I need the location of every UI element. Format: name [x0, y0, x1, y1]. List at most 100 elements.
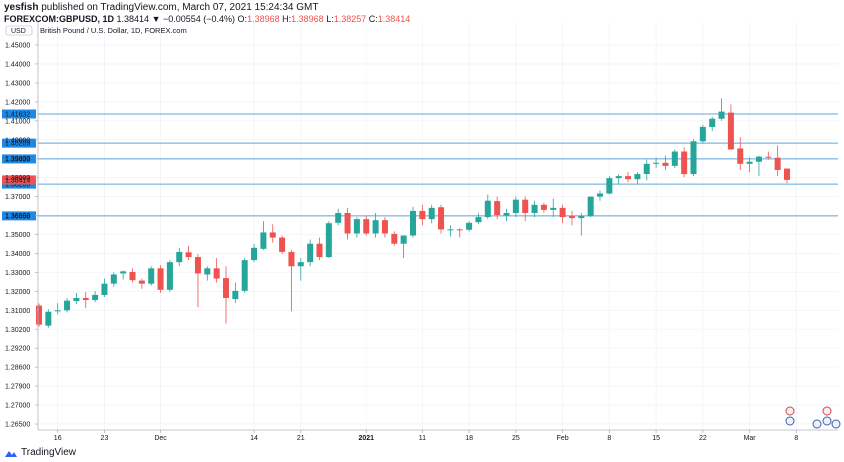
time-tick-label: 18	[465, 435, 473, 442]
flag-icon[interactable]	[822, 406, 832, 416]
candle-body	[325, 223, 332, 258]
candle-body	[101, 283, 108, 295]
candle-body	[176, 251, 183, 263]
candle-body	[419, 210, 426, 220]
price-tick-label: 1.32000	[5, 289, 30, 296]
time-tick-label: 14	[250, 435, 258, 442]
time-tick-label: 25	[512, 435, 520, 442]
candle-body	[297, 262, 304, 267]
candle-body	[428, 207, 435, 220]
price-tick-label: 1.27000	[5, 403, 30, 410]
publisher-name: yesfish	[4, 2, 39, 13]
candle-body	[447, 229, 454, 231]
candle-body	[157, 268, 164, 290]
candle-body	[466, 222, 473, 230]
candle-body	[45, 311, 52, 326]
price-tick-label: 1.30200	[5, 327, 30, 334]
candle-body	[662, 162, 669, 166]
tradingview-logo-icon	[5, 450, 17, 457]
footer: TradingView	[4, 447, 76, 459]
flag-icon[interactable]	[785, 406, 795, 416]
candle-body	[559, 207, 566, 218]
candle-body	[194, 257, 201, 274]
candle-body	[540, 204, 547, 210]
candle-body	[438, 207, 445, 230]
flag-icon[interactable]	[812, 419, 822, 429]
candle-body	[671, 151, 678, 166]
candle-body	[522, 199, 529, 213]
candle-body	[129, 271, 136, 281]
candle-body	[643, 163, 650, 175]
candle-body	[475, 217, 482, 223]
close-value: 1.38414	[377, 14, 411, 24]
horizontal-levels: 1.41632 1.40209 1.39439 1.38209 1.36658 1.384…	[2, 109, 838, 221]
price-axis[interactable]: 1.45000 1.44000 1.43000 1.42000 1.41000 1.400…	[5, 22, 39, 430]
price-tick-label: 1.35000	[5, 232, 30, 239]
event-icons[interactable]	[785, 406, 841, 429]
flag-icon[interactable]	[822, 416, 832, 426]
time-tick-label: Feb	[557, 435, 569, 442]
candle-body	[503, 212, 510, 216]
candle-body	[690, 141, 697, 175]
candle-body	[307, 243, 314, 263]
price-tick-label: 1.42000	[5, 99, 30, 106]
candle-body	[391, 233, 398, 244]
time-tick-label: 21	[297, 435, 305, 442]
candle-body	[335, 212, 342, 223]
currency-badge[interactable]: USD	[5, 25, 33, 36]
time-tick-label: 16	[54, 435, 62, 442]
price-change: 1.38414 ▼ −0.00554 (−0.4%)	[116, 14, 236, 24]
low-value: 1.38257	[333, 14, 367, 24]
candle-body	[82, 298, 89, 301]
candle-body	[251, 247, 258, 261]
candle-body	[353, 219, 360, 234]
price-tick-label: 1.37000	[5, 194, 30, 201]
price-tick-label: 1.41000	[5, 118, 30, 125]
close-label: C:	[368, 14, 378, 24]
symbol-label: FOREXCOM:GBPUSD, 1D	[4, 14, 115, 24]
flag-icon[interactable]	[785, 416, 795, 426]
candle-body	[634, 174, 641, 180]
time-tick-label: Mar	[744, 435, 757, 442]
high-value: 1.38968	[291, 14, 324, 24]
candle-body	[372, 220, 379, 234]
brand-name: TradingView	[21, 447, 77, 458]
candle-body	[381, 220, 388, 234]
last-price-label: 1.38414	[5, 177, 30, 184]
time-tick-label: Dec	[154, 435, 167, 442]
price-tick-label: 1.45000	[5, 43, 30, 50]
price-tick-label: 1.31000	[5, 308, 30, 315]
candle-body	[36, 305, 42, 325]
time-tick-label: 2021	[358, 435, 374, 442]
candle-body	[64, 300, 71, 311]
candle-body	[279, 237, 286, 252]
candle-body	[606, 178, 613, 194]
chart-title: British Pound / U.S. Dollar, 1D, FOREX.c…	[40, 26, 187, 35]
currency-label: USD	[11, 28, 26, 35]
candle-body	[727, 112, 734, 150]
level-tag	[2, 109, 36, 119]
candle-body	[784, 168, 790, 180]
flag-icon[interactable]	[831, 419, 841, 429]
time-axis[interactable]: 16 23 Dec 14 21 2021 11 18 25 Feb 8 15 22 Mar 8	[38, 429, 838, 442]
candle-body	[316, 243, 323, 258]
candle-body	[185, 252, 192, 258]
level-tag-label: 1.40209	[5, 141, 30, 148]
price-tick-label: 1.43000	[5, 80, 30, 87]
candle-body	[213, 268, 220, 279]
candle-body	[54, 310, 61, 312]
price-tick-label: 1.26500	[5, 422, 30, 429]
candle-body	[92, 294, 99, 301]
open-value: 1.38968	[247, 14, 280, 24]
chart-grid	[38, 22, 838, 430]
time-tick-label: 8	[607, 435, 611, 442]
level-tag	[2, 211, 36, 221]
candle-body	[681, 151, 688, 175]
candle-body	[653, 162, 660, 164]
candle-body	[765, 156, 772, 158]
level-tag-label: 1.39439	[5, 156, 30, 163]
price-tick-label: 1.38000	[5, 175, 30, 182]
high-label: H:	[282, 14, 292, 24]
candle-body	[578, 216, 585, 219]
